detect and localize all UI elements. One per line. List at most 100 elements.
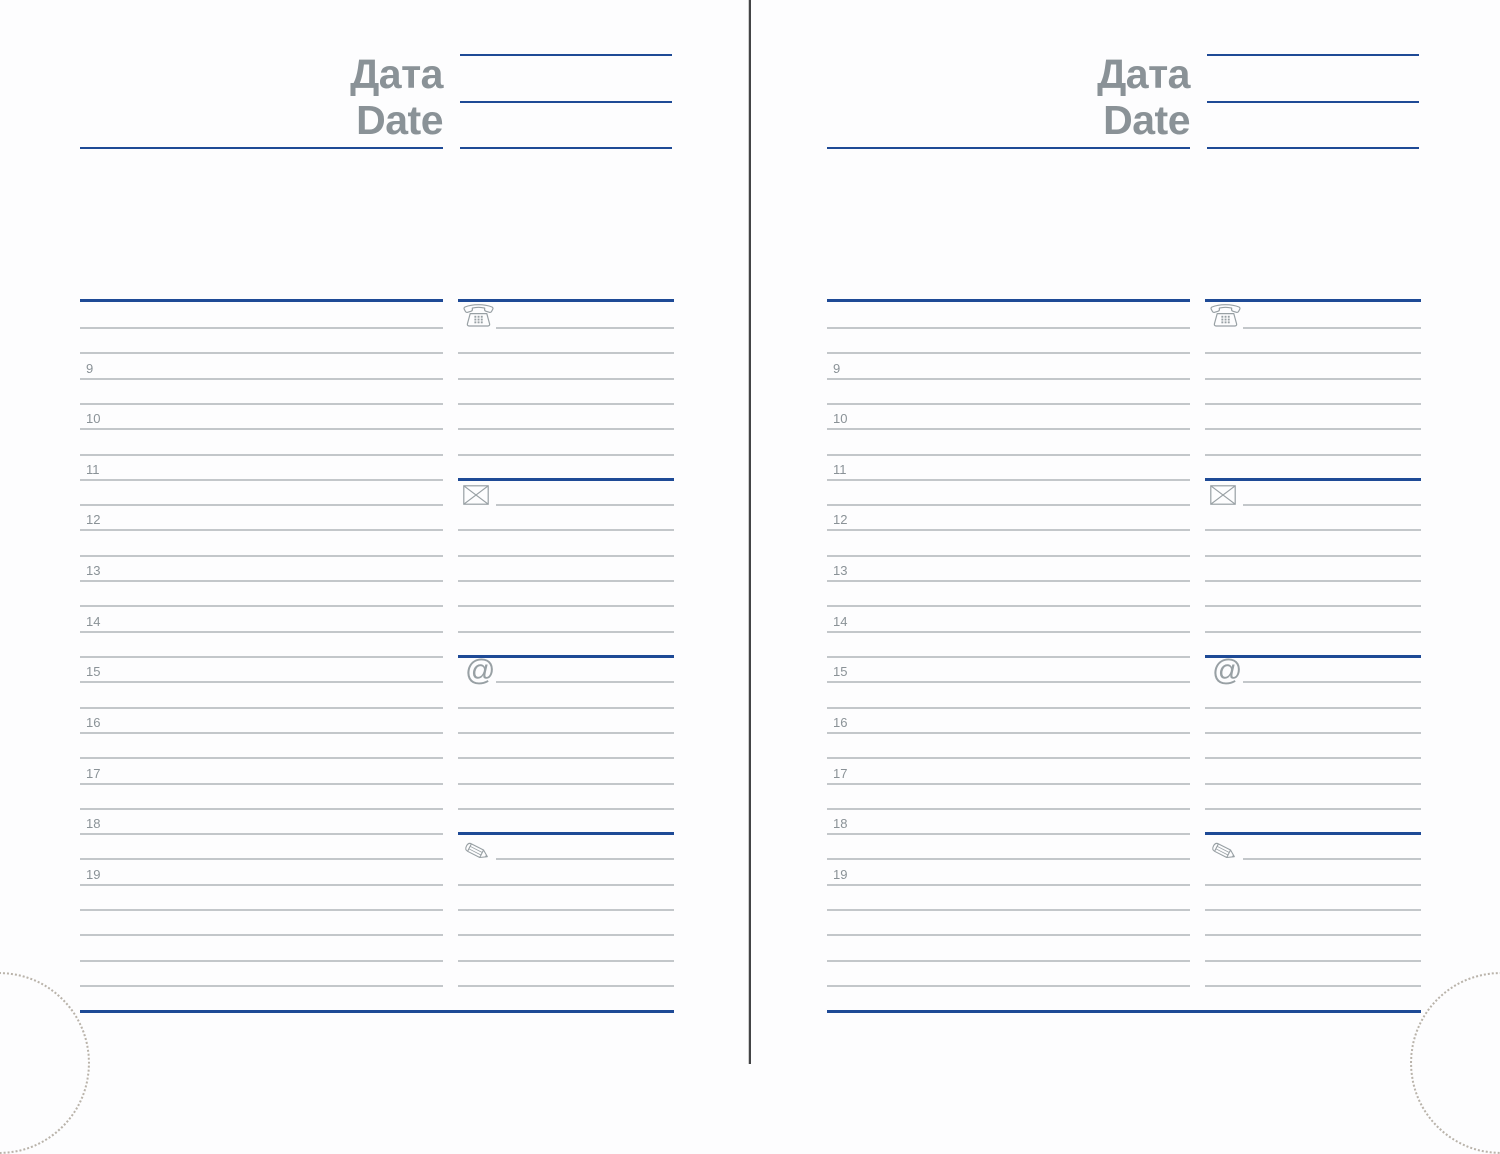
contacts-line-short	[496, 858, 674, 860]
hour-label: 10	[86, 411, 101, 426]
schedule-line	[827, 783, 1190, 785]
hour-label: 17	[833, 766, 848, 781]
schedule-line	[80, 327, 443, 329]
date-write-line-3	[1207, 147, 1419, 149]
schedule-line	[80, 985, 443, 987]
contacts-line-short	[1243, 858, 1421, 860]
schedule-line	[827, 884, 1190, 886]
contacts-line	[1205, 757, 1421, 759]
hour-label: 18	[86, 816, 101, 831]
hour-label: 12	[833, 512, 848, 527]
contacts-line-short	[1243, 681, 1421, 683]
contacts-top-rule	[458, 299, 674, 302]
contacts-section-rule	[458, 478, 674, 481]
hour-label: 19	[86, 867, 101, 882]
schedule-top-rule	[827, 299, 1190, 302]
schedule-line	[80, 555, 443, 557]
pencil-icon	[461, 840, 491, 864]
schedule-line	[80, 656, 443, 658]
contacts-line	[1205, 884, 1421, 886]
contacts-line	[458, 378, 674, 380]
schedule-line	[80, 378, 443, 380]
contacts-line	[1205, 605, 1421, 607]
schedule-line	[80, 884, 443, 886]
contacts-line	[458, 428, 674, 430]
schedule-line	[80, 479, 443, 481]
diary-page-right: Дата Date 9 10 11 12 13 14 15 16 17 18 19 @	[827, 0, 1421, 1064]
hour-label: 9	[86, 361, 94, 376]
date-write-line-2	[460, 101, 672, 103]
at-icon: @	[1212, 655, 1242, 687]
date-label-en: Date	[1103, 97, 1190, 143]
contacts-line	[1205, 808, 1421, 810]
contacts-line	[458, 631, 674, 633]
contacts-line	[458, 783, 674, 785]
date-underline	[80, 147, 443, 149]
schedule-line	[80, 783, 443, 785]
contacts-line	[458, 605, 674, 607]
hour-label: 15	[833, 664, 848, 679]
contacts-line	[458, 732, 674, 734]
schedule-line	[80, 707, 443, 709]
contacts-line	[458, 960, 674, 962]
contacts-line-short	[1243, 504, 1421, 506]
schedule-line	[827, 504, 1190, 506]
date-write-line-1	[1207, 54, 1419, 56]
contacts-line	[1205, 985, 1421, 987]
contacts-line	[1205, 934, 1421, 936]
schedule-line	[827, 732, 1190, 734]
schedule-line	[80, 960, 443, 962]
hour-label: 13	[833, 563, 848, 578]
schedule-line	[80, 808, 443, 810]
schedule-top-rule	[80, 299, 443, 302]
hour-label: 14	[86, 614, 101, 629]
schedule-line	[827, 985, 1190, 987]
hour-label: 15	[86, 664, 101, 679]
hour-label: 9	[833, 361, 841, 376]
date-write-line-1	[460, 54, 672, 56]
contacts-line-short	[496, 504, 674, 506]
schedule-line	[827, 378, 1190, 380]
contacts-line	[1205, 707, 1421, 709]
date-write-line-3	[460, 147, 672, 149]
contacts-section-rule	[1205, 832, 1421, 835]
hour-label: 13	[86, 563, 101, 578]
contacts-line	[1205, 960, 1421, 962]
schedule-line	[80, 681, 443, 683]
contacts-line-short	[496, 327, 674, 329]
schedule-line	[827, 454, 1190, 456]
contacts-line	[458, 757, 674, 759]
contacts-line	[1205, 732, 1421, 734]
date-header: Дата Date	[827, 51, 1190, 143]
schedule-line	[827, 352, 1190, 354]
schedule-line	[827, 403, 1190, 405]
contacts-line	[1205, 555, 1421, 557]
contacts-line	[1205, 529, 1421, 531]
schedule-line	[827, 529, 1190, 531]
contacts-line	[458, 529, 674, 531]
schedule-line	[827, 833, 1190, 835]
contacts-line	[1205, 783, 1421, 785]
page-bottom-rule	[80, 1010, 674, 1013]
contacts-line	[458, 909, 674, 911]
contacts-top-rule	[1205, 299, 1421, 302]
contacts-line	[458, 934, 674, 936]
contacts-line	[1205, 428, 1421, 430]
envelope-icon	[463, 485, 489, 505]
schedule-line	[827, 479, 1190, 481]
schedule-line	[827, 555, 1190, 557]
schedule-line	[80, 732, 443, 734]
contacts-line	[458, 884, 674, 886]
schedule-line	[80, 631, 443, 633]
diary-page-left: Дата Date 9 10 11 12 13 14 15 16 17 18 19 @	[80, 0, 674, 1064]
at-glyph: @	[1212, 654, 1243, 687]
date-label-ru: Дата	[1097, 51, 1190, 97]
date-write-line-2	[1207, 101, 1419, 103]
page-bottom-rule	[827, 1010, 1421, 1013]
schedule-line	[80, 352, 443, 354]
contacts-section-rule	[1205, 478, 1421, 481]
hour-label: 10	[833, 411, 848, 426]
hour-label: 16	[833, 715, 848, 730]
schedule-line	[80, 909, 443, 911]
